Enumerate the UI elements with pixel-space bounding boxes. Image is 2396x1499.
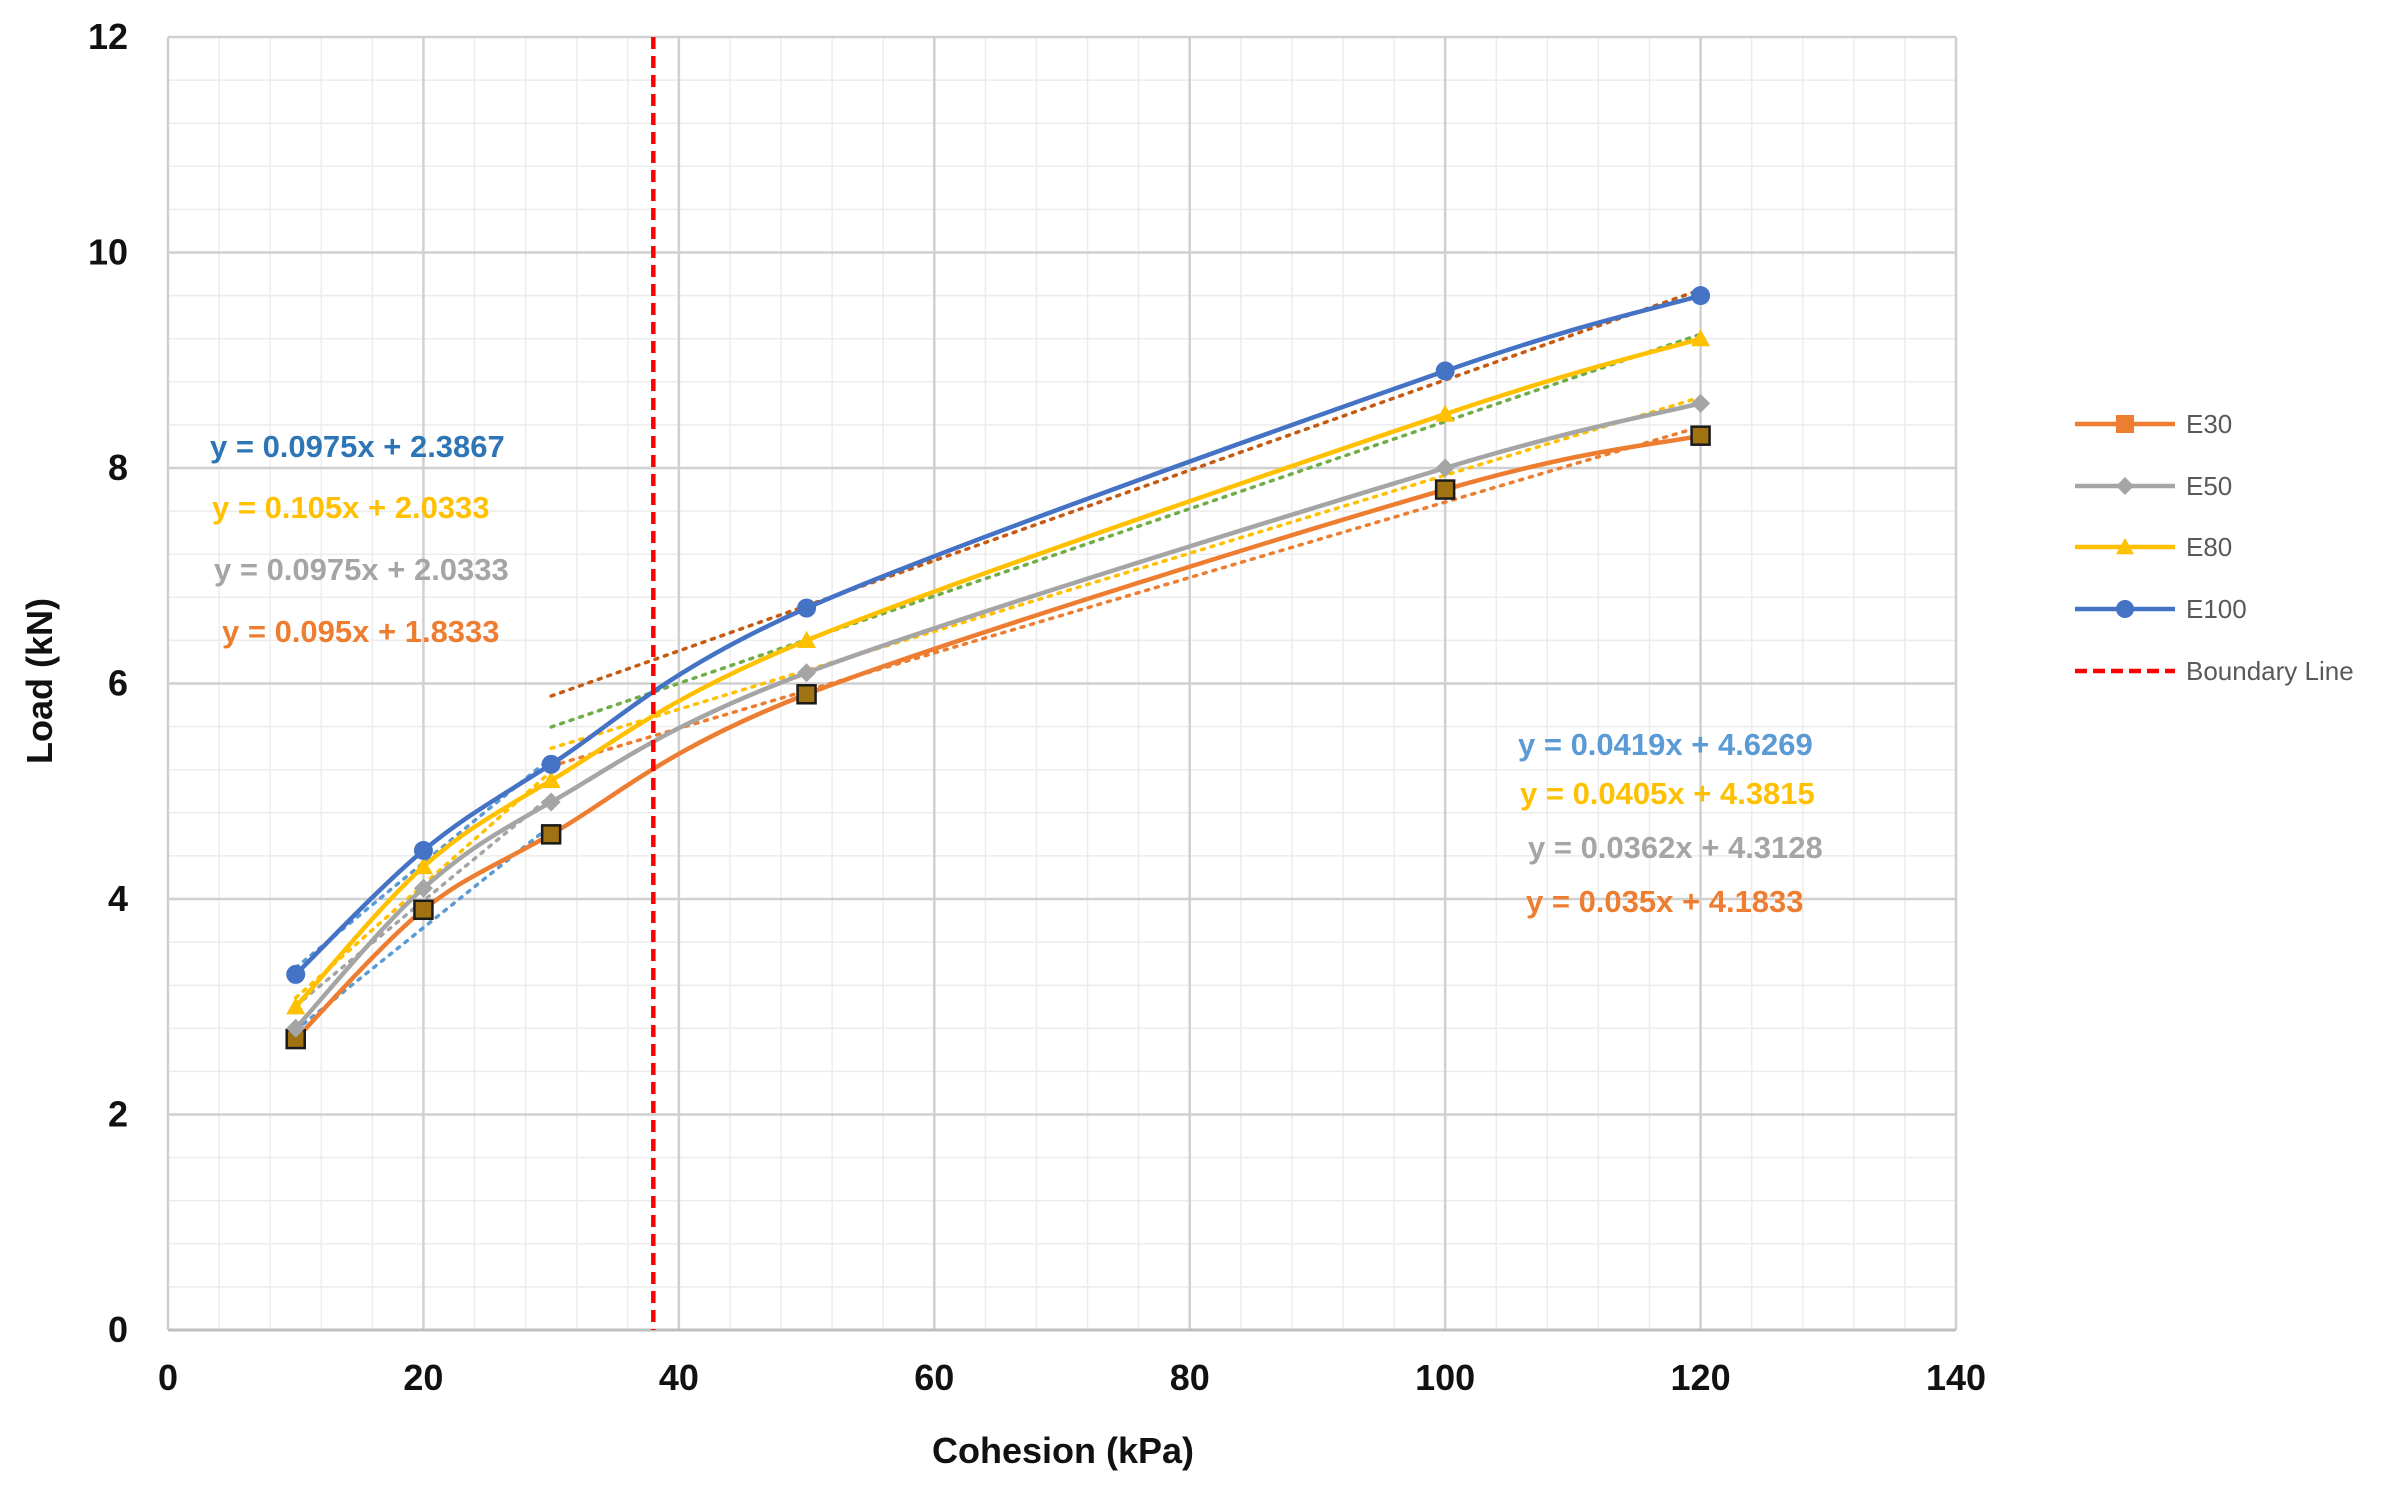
marker-e80: [413, 857, 433, 875]
x-tick-label: 120: [1671, 1357, 1731, 1398]
x-tick-label: 40: [659, 1357, 699, 1398]
marker-e100: [1691, 286, 1711, 306]
y-tick-label: 2: [108, 1094, 128, 1135]
marker-e80: [797, 630, 817, 648]
marker-e50: [286, 1018, 306, 1038]
trendline-right-e50: [549, 395, 1703, 751]
legend-label-e80: E80: [2186, 532, 2232, 562]
trendline-right-e100: [549, 287, 1703, 698]
marker-e30: [540, 824, 562, 845]
legend-label-e50: E50: [2186, 471, 2232, 501]
legend-marker-e30: [2116, 415, 2134, 433]
marker-e30: [413, 899, 434, 921]
marker-e30: [1690, 425, 1711, 446]
trendlines: [293, 287, 1703, 1032]
y-axis-title: Load (kN): [19, 598, 60, 764]
marker-e50: [1435, 458, 1455, 478]
equation-left-e30: y = 0.095x + 1.8333: [222, 614, 500, 649]
y-tick-label: 10: [88, 232, 128, 273]
y-tick-label: 12: [88, 16, 128, 57]
legend-marker-e50: [2116, 477, 2134, 495]
marker-e100: [541, 754, 561, 774]
x-tick-label: 0: [158, 1357, 178, 1398]
x-tick-label: 80: [1170, 1357, 1210, 1398]
legend-marker-e100: [2116, 600, 2134, 618]
legend-marker-e80: [2116, 538, 2134, 555]
marker-e50: [541, 792, 561, 812]
series-line-e80: [294, 336, 1702, 1009]
marker-e50: [1691, 393, 1711, 413]
equation-left-e50: y = 0.0975x + 2.0333: [214, 552, 509, 587]
marker-e80: [1691, 329, 1711, 347]
series-line-e30: [294, 433, 1702, 1041]
marker-e100: [1435, 361, 1455, 381]
equation-left-e100: y = 0.0975x + 2.3867: [210, 429, 505, 464]
legend-label-e100: E100: [2186, 594, 2247, 624]
equation-left-e80: y = 0.105x + 2.0333: [212, 490, 490, 525]
marker-e80: [1435, 404, 1455, 422]
equation-right-e30: y = 0.035x + 4.1833: [1526, 884, 1804, 919]
y-tick-label: 8: [108, 447, 128, 488]
y-tick-label: 6: [108, 663, 128, 704]
legend-label-e30: E30: [2186, 409, 2232, 439]
marker-e100: [797, 598, 817, 618]
marker-e100: [286, 964, 306, 984]
marker-e30: [796, 684, 817, 705]
x-tick-label: 60: [914, 1357, 954, 1398]
trendline-right-e80: [549, 332, 1703, 729]
x-axis-title: Cohesion (kPa): [932, 1430, 1194, 1471]
legend: E30 E50 E80 E100 Boundary Line: [2075, 409, 2354, 686]
marker-e50: [797, 663, 817, 683]
x-tick-label: 100: [1415, 1357, 1475, 1398]
equation-labels: y = 0.0975x + 2.3867 y = 0.105x + 2.0333 y…: [210, 429, 1823, 919]
marker-e80: [286, 997, 306, 1015]
marker-e100: [413, 841, 433, 861]
equation-right-e100: y = 0.0419x + 4.6269: [1518, 727, 1813, 762]
equation-right-e80: y = 0.0405x + 4.3815: [1520, 776, 1815, 811]
legend-label-boundary: Boundary Line: [2186, 656, 2354, 686]
y-tick-label: 4: [108, 878, 128, 919]
equation-right-e50: y = 0.0362x + 4.3128: [1528, 830, 1823, 865]
y-tick-label: 0: [108, 1309, 128, 1350]
series-line-e50: [294, 401, 1702, 1030]
x-tick-label: 140: [1926, 1357, 1986, 1398]
major-gridlines: [166, 35, 1958, 1332]
tick-labels: 0 20 40 60 80 100 120 140 0 2 4 6 8 10 12: [88, 16, 1986, 1398]
marker-e30: [1434, 479, 1456, 500]
trendline-right-e30: [549, 424, 1703, 768]
marker-e80: [541, 770, 561, 789]
marker-e50: [413, 878, 433, 898]
series-markers: [285, 286, 1711, 1050]
x-tick-label: 20: [403, 1357, 443, 1398]
